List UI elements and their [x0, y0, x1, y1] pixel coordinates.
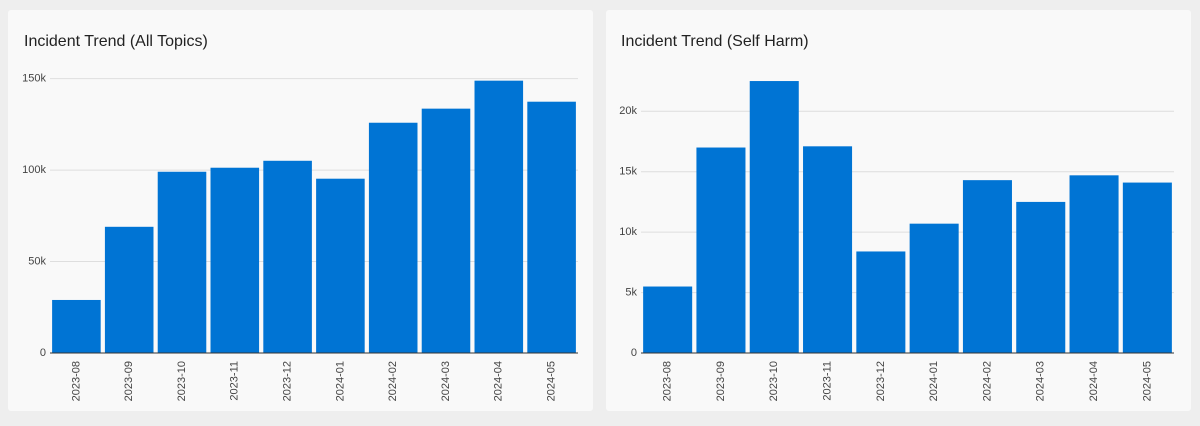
- x-tick-label: 2023-09: [715, 361, 727, 401]
- x-tick-label: 2024-01: [928, 361, 940, 401]
- y-tick-label: 150k: [22, 73, 46, 85]
- x-tick-label: 2024-01: [334, 361, 346, 401]
- bar: [803, 146, 853, 353]
- x-tick-label: 2024-04: [493, 361, 505, 401]
- bar: [368, 122, 418, 353]
- bar: [104, 226, 154, 353]
- bar: [1016, 201, 1066, 353]
- bar: [696, 147, 746, 353]
- y-tick-label: 10k: [619, 226, 637, 238]
- x-tick-label: 2024-02: [981, 361, 993, 401]
- bar: [52, 299, 101, 353]
- bar: [474, 80, 524, 353]
- bar: [210, 167, 260, 353]
- x-tick-label: 2024-02: [387, 361, 399, 401]
- y-tick-label: 50k: [28, 255, 46, 267]
- bar: [263, 160, 312, 353]
- chart-title: Incident Trend (Self Harm): [621, 33, 809, 50]
- y-tick-label: 20k: [619, 105, 637, 117]
- bar: [749, 81, 799, 353]
- bar: [643, 286, 693, 353]
- bar: [316, 178, 365, 353]
- x-tick-label: 2024-05: [1141, 361, 1153, 401]
- bar: [421, 108, 471, 353]
- x-tick-label: 2023-08: [662, 361, 674, 401]
- x-tick-label: 2023-08: [70, 361, 82, 401]
- x-tick-label: 2023-12: [282, 361, 294, 401]
- x-tick-label: 2023-11: [229, 361, 241, 401]
- bar: [157, 171, 207, 353]
- y-tick-label: 5k: [625, 286, 637, 298]
- x-tick-label: 2023-09: [123, 361, 135, 401]
- x-tick-label: 2023-12: [875, 361, 887, 401]
- bar: [962, 180, 1012, 353]
- bar: [909, 223, 959, 353]
- bar: [856, 251, 906, 353]
- x-tick-label: 2024-03: [1035, 361, 1047, 401]
- x-tick-label: 2024-03: [440, 361, 452, 401]
- y-tick-label: 0: [631, 347, 637, 359]
- x-tick-label: 2024-04: [1088, 361, 1100, 401]
- y-tick-label: 100k: [22, 164, 46, 176]
- bar: [1069, 175, 1119, 353]
- bar: [527, 101, 576, 353]
- y-tick-label: 0: [40, 347, 46, 359]
- bar: [1122, 182, 1172, 353]
- chart-title: Incident Trend (All Topics): [24, 33, 208, 50]
- x-tick-label: 2023-10: [176, 361, 188, 401]
- x-tick-label: 2023-10: [768, 361, 780, 401]
- x-tick-label: 2024-05: [546, 361, 558, 401]
- x-tick-label: 2023-11: [821, 361, 833, 401]
- y-tick-label: 15k: [619, 166, 637, 178]
